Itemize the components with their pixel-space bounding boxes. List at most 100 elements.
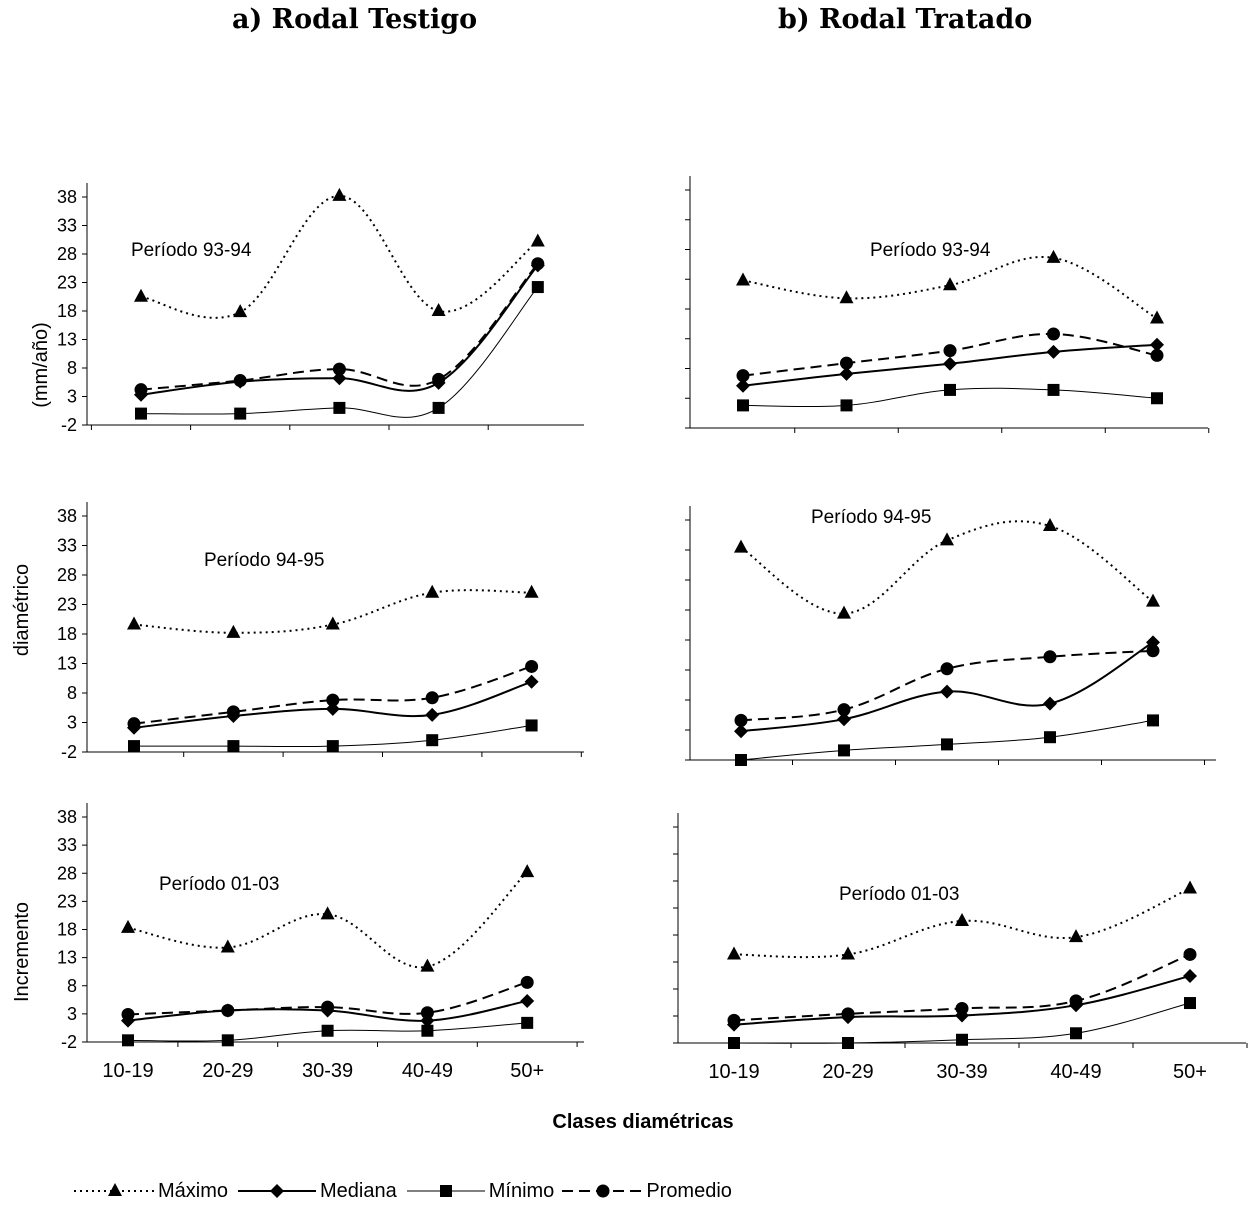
- series-promedio-marker: [734, 713, 748, 727]
- y-tick-label: 23: [57, 891, 77, 911]
- series-maximo-marker: [431, 303, 446, 316]
- period-label: Período 01-03: [839, 884, 959, 905]
- series-mediana-marker: [520, 993, 535, 1008]
- y-axis-label-part-3: (mm/año): [30, 322, 52, 408]
- series-maximo-marker: [1150, 310, 1164, 324]
- series-minimo-marker: [321, 1024, 334, 1037]
- series-promedio-marker: [420, 1006, 434, 1020]
- legend-item-minimo: Mínimo: [401, 1179, 555, 1203]
- series-maximo-marker: [332, 187, 347, 201]
- series-maximo-marker: [325, 616, 340, 630]
- series-minimo-marker: [737, 399, 749, 412]
- y-tick-label: -2: [61, 1032, 77, 1052]
- y-tick-label: 33: [57, 536, 77, 556]
- series-minimo-marker: [122, 1034, 134, 1047]
- y-tick-label: 13: [57, 948, 77, 968]
- series-maximo-marker: [1046, 249, 1061, 263]
- title-rodal-tratado: b) Rodal Tratado: [778, 4, 1033, 35]
- series-minimo-line: [140, 286, 539, 418]
- series-promedio-marker: [226, 705, 240, 719]
- series-promedio-marker: [531, 257, 545, 271]
- y-axis-label-part-1: Incremento: [11, 902, 33, 1002]
- series-minimo-marker: [426, 734, 439, 747]
- period-label: Período 94-95: [204, 550, 324, 571]
- series-minimo-marker: [1147, 714, 1159, 727]
- series-promedio-marker: [525, 659, 539, 673]
- x-tick-label: 10-19: [102, 1060, 153, 1082]
- series-maximo-marker: [524, 584, 539, 598]
- x-tick-label: 50+: [1173, 1061, 1207, 1083]
- title-rodal-testigo: a) Rodal Testigo: [232, 4, 478, 35]
- series-minimo-marker: [1151, 392, 1163, 405]
- series-promedio-marker: [221, 1004, 235, 1017]
- legend-swatch-promedio: [562, 1184, 645, 1198]
- series-maximo-marker: [425, 584, 440, 598]
- series-maximo-marker: [520, 864, 535, 878]
- period-label: Período 93-94: [131, 240, 252, 261]
- series-promedio-line: [127, 981, 528, 1016]
- legend-item-mediana: Mediana: [232, 1179, 397, 1203]
- y-tick-label: 18: [57, 920, 77, 940]
- series-promedio-marker: [840, 356, 853, 370]
- series-minimo-marker: [531, 281, 544, 294]
- series-promedio-marker: [233, 374, 247, 388]
- legend-swatch-maximo: [74, 1183, 156, 1196]
- x-axis-label: Clases diamétricas: [552, 1111, 733, 1133]
- y-tick-label: 38: [57, 807, 77, 827]
- series-maximo-marker: [420, 958, 435, 972]
- y-tick-label: 28: [57, 863, 77, 883]
- y-tick-label: -2: [61, 742, 77, 762]
- series-minimo-marker: [326, 740, 339, 753]
- series-maximo-marker: [127, 616, 141, 630]
- series-maximo-marker: [220, 939, 235, 953]
- panel-b-periodo-94-95: Período 94-95: [685, 506, 1216, 766]
- series-promedio-marker: [736, 369, 750, 383]
- series-promedio-marker: [321, 1000, 335, 1014]
- y-tick-label: 13: [57, 654, 77, 674]
- y-tick-label: 33: [57, 835, 77, 855]
- series-promedio-marker: [940, 662, 954, 676]
- series-mediana-marker: [1046, 344, 1061, 359]
- series-minimo-marker: [221, 1034, 234, 1047]
- series-maximo-marker: [320, 906, 335, 920]
- series-mediana-marker: [524, 674, 539, 689]
- series-maximo-marker: [121, 919, 135, 933]
- legend-label-minimo: Mínimo: [488, 1179, 555, 1202]
- series-promedio-marker: [1069, 994, 1083, 1008]
- series-mediana-marker: [425, 707, 440, 722]
- period-label: Período 01-03: [159, 874, 279, 895]
- y-axis-label-part-2: diamétrico: [11, 564, 33, 656]
- series-minimo-marker: [521, 1016, 534, 1029]
- series-minimo-marker: [735, 754, 747, 766]
- series-minimo-marker: [728, 1037, 740, 1049]
- x-tick-label: 20-29: [822, 1061, 873, 1083]
- series-mediana-marker: [736, 378, 750, 393]
- y-tick-label: 38: [57, 187, 77, 207]
- series-maximo-marker: [839, 290, 854, 304]
- series-mediana-marker: [839, 366, 854, 381]
- x-tick-label: 10-19: [708, 1061, 759, 1083]
- series-mediana-marker: [837, 712, 851, 727]
- series-promedio-marker: [837, 703, 851, 717]
- panel-b-periodo-93-94: Período 93-94: [685, 176, 1210, 433]
- series-mediana-marker: [1183, 969, 1197, 984]
- legend-item-promedio: Promedio: [558, 1179, 732, 1203]
- series-mediana-marker: [1150, 337, 1164, 352]
- y-tick-label: 28: [57, 565, 77, 585]
- series-minimo-marker: [432, 401, 445, 414]
- series-maximo-marker: [1043, 518, 1057, 531]
- panel-b-periodo-01-03: 10-19 20-29 30-39 40-49 50+ Período 01-03: [673, 813, 1248, 1083]
- series-maximo-marker: [233, 304, 248, 318]
- y-tick-label: 38: [57, 506, 77, 526]
- y-tick-label: 23: [57, 595, 77, 615]
- series-minimo-marker: [1184, 997, 1196, 1010]
- series-maximo-marker: [955, 912, 969, 926]
- x-tick-label: 30-39: [302, 1060, 353, 1082]
- series-minimo-marker: [842, 1037, 854, 1049]
- series-maximo-marker: [734, 539, 748, 553]
- series-minimo-marker: [1044, 731, 1056, 744]
- series-minimo-marker: [956, 1033, 968, 1046]
